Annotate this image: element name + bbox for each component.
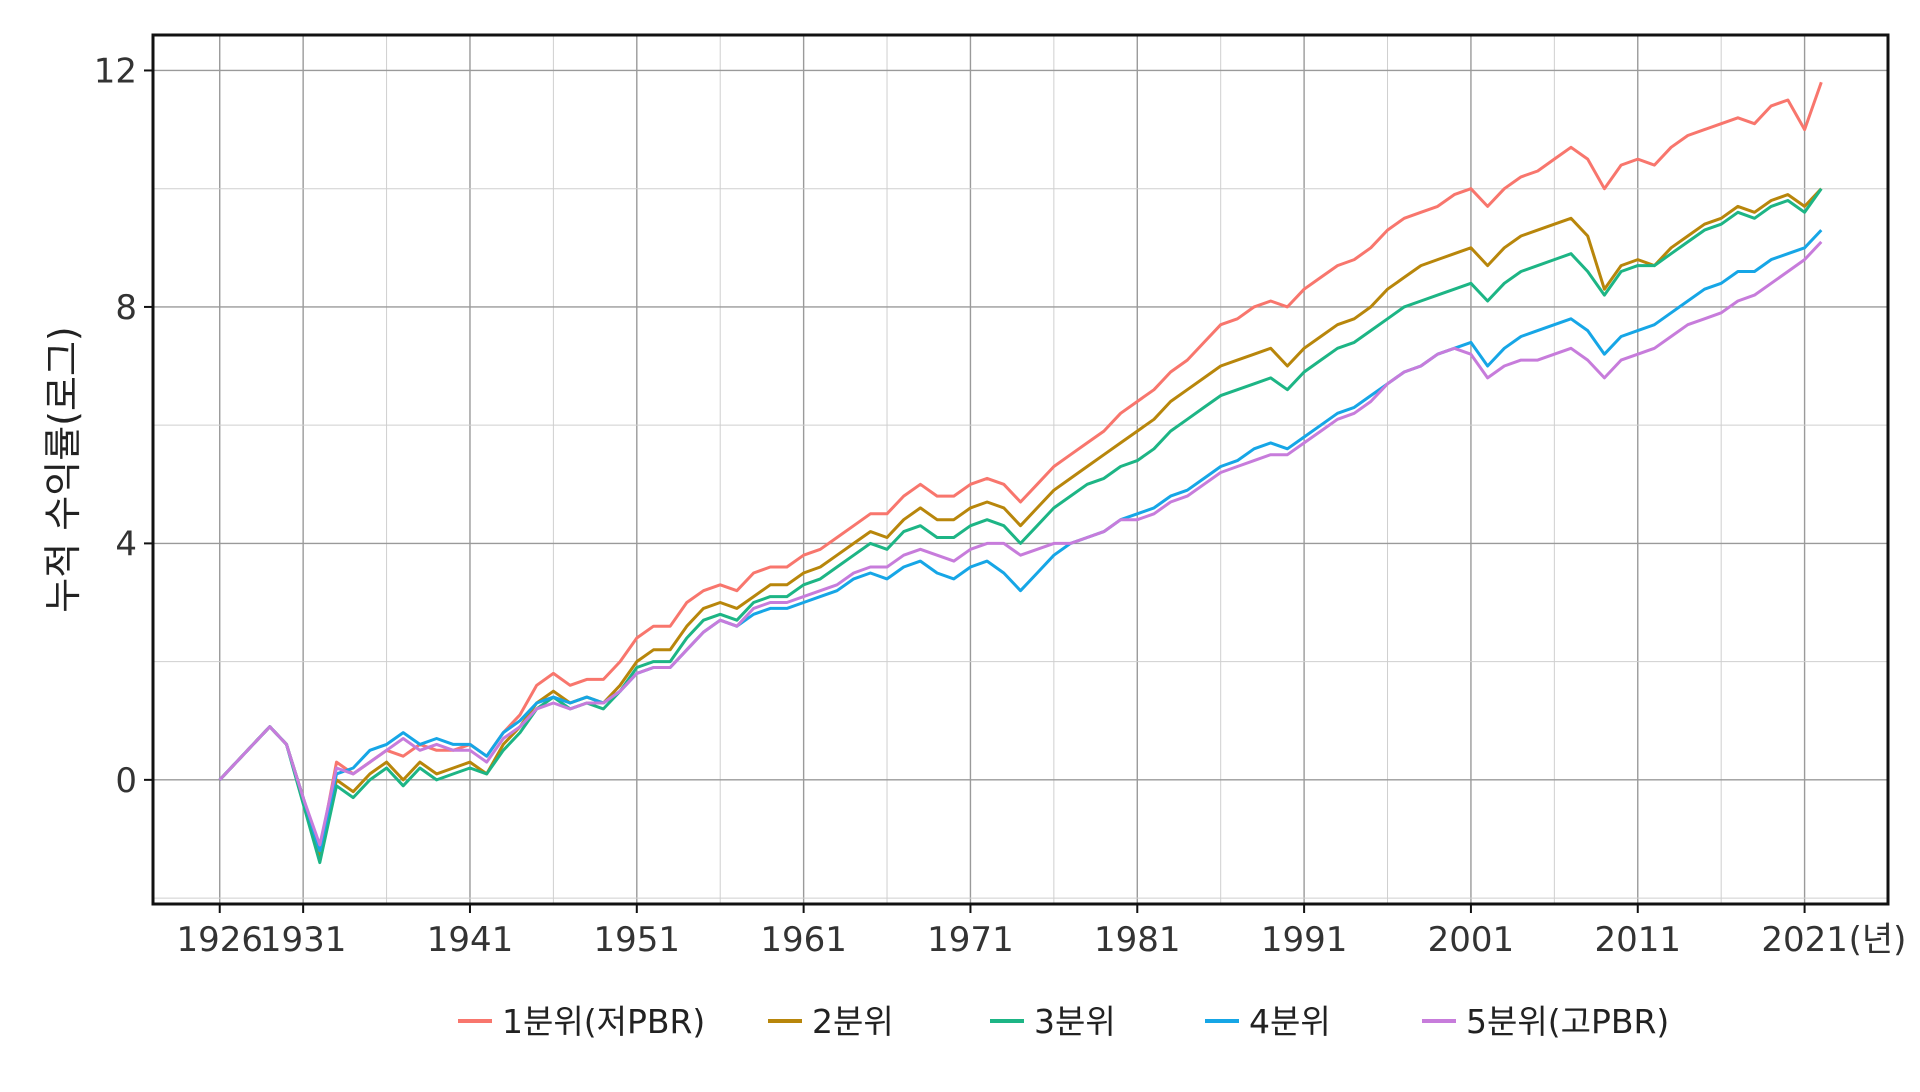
legend-label: 4분위 (1249, 1002, 1331, 1041)
series-lines (218, 81, 1823, 865)
x-tick-label: 1931 (260, 920, 347, 960)
legend-label: 1분위(저PBR) (502, 1002, 705, 1041)
series-line (218, 240, 1823, 847)
x-tick-label: 1991 (1261, 920, 1348, 960)
series-line (218, 81, 1823, 853)
grid-lines (153, 35, 1888, 904)
legend-label: 3분위 (1034, 1002, 1116, 1041)
legend: 1분위(저PBR) 2분위 3분위 4분위 5분위(고PBR) (458, 1002, 1669, 1041)
legend-label: 5분위(고PBR) (1466, 1002, 1669, 1041)
x-tick-label: 1951 (594, 920, 681, 960)
x-tick-label: 1926 (176, 920, 263, 960)
y-tick-label: 12 (94, 51, 137, 91)
series-line (218, 187, 1823, 865)
legend-item: 4분위 (1205, 1002, 1331, 1041)
legend-item: 5분위(고PBR) (1422, 1002, 1669, 1041)
legend-item: 1분위(저PBR) (458, 1002, 705, 1041)
x-axis-unit-label: (년) (1849, 920, 1907, 960)
x-tick-label: 2021 (1761, 920, 1848, 960)
x-tick-label: 1981 (1094, 920, 1181, 960)
y-tick-label: 4 (115, 524, 137, 564)
y-axis-title: 누적 수익률(로그) (41, 326, 85, 612)
series-line (218, 229, 1823, 853)
plot-border (151, 33, 1890, 906)
legend-item: 3분위 (990, 1002, 1116, 1041)
y-axis-ticks: 0 4 8 12 (94, 51, 153, 801)
x-tick-label: 2001 (1428, 920, 1515, 960)
x-tick-label: 2011 (1594, 920, 1681, 960)
x-tick-label: 1961 (760, 920, 847, 960)
legend-item: 2분위 (768, 1002, 894, 1041)
x-tick-label: 1971 (927, 920, 1014, 960)
y-tick-label: 0 (115, 761, 137, 801)
x-tick-label: 1941 (427, 920, 514, 960)
legend-label: 2분위 (812, 1002, 894, 1041)
series-line (218, 187, 1823, 859)
y-tick-label: 8 (115, 288, 137, 328)
